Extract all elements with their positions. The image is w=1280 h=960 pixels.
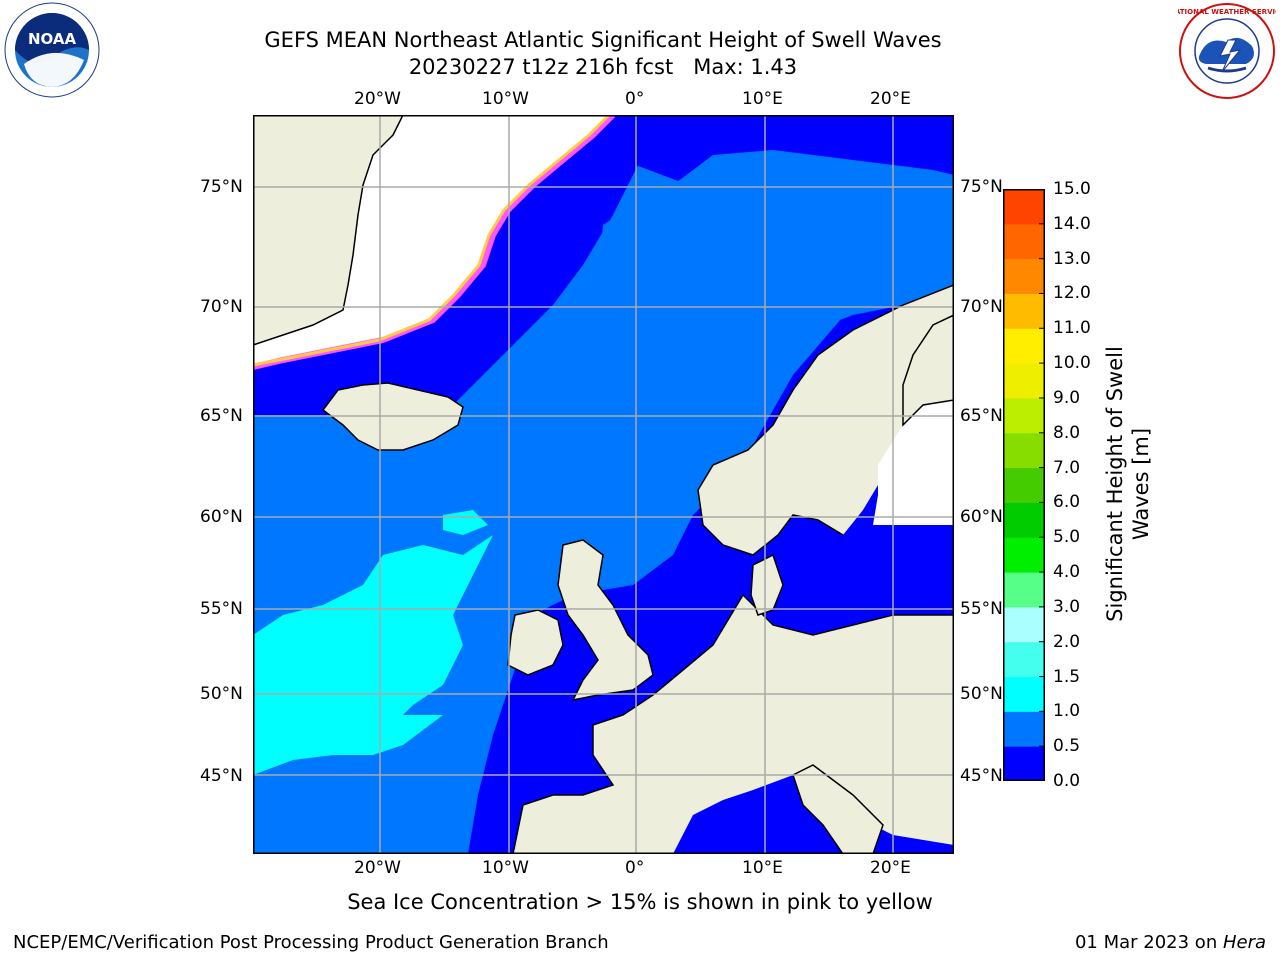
sea-high-zone xyxy=(253,535,493,775)
lat-label-right: 45°N xyxy=(960,766,1003,786)
footer-date: 01 Mar 2023 on xyxy=(1074,932,1223,953)
land-greenland xyxy=(252,114,405,347)
colorbar-title: Significant Height of Swell Waves [m] xyxy=(1102,324,1158,644)
lat-label-left: 50°N xyxy=(200,684,243,704)
colorbar-tick-label: 13.0 xyxy=(1053,248,1091,269)
land-finland xyxy=(902,313,955,427)
lat-label-right: 75°N xyxy=(960,177,1003,197)
colorbar-segment xyxy=(1003,467,1045,503)
colorbar-segment xyxy=(1003,676,1045,712)
colorbar-segment xyxy=(1003,606,1045,643)
lat-label-left: 60°N xyxy=(200,507,243,527)
colorbar-tick-label: 9.0 xyxy=(1053,387,1081,408)
sea-ice-edge-yellow xyxy=(252,113,611,367)
noaa-logo: NOAA xyxy=(4,2,100,98)
lon-label-bottom: 10°E xyxy=(742,858,783,878)
colorbar-svg xyxy=(1003,188,1045,782)
map-svg xyxy=(252,112,955,855)
colorbar-segment xyxy=(1003,641,1045,678)
colorbar-title-line1: Significant Height of Swell xyxy=(1103,346,1127,622)
lon-label-top: 0° xyxy=(625,89,645,109)
colorbar-tick-label: 15.0 xyxy=(1053,179,1091,199)
chart-subtitle: 20230227 t12z 216h fcst Max: 1.43 xyxy=(408,55,798,79)
lat-label-right: 70°N xyxy=(960,297,1003,317)
lon-label-top: 10°E xyxy=(742,89,783,109)
colorbar-tick-label: 10.0 xyxy=(1053,353,1091,374)
colorbar-segment xyxy=(1003,293,1045,329)
colorbar-tick-label: 2.0 xyxy=(1053,631,1081,652)
lat-label-right: 60°N xyxy=(960,507,1003,527)
footer-machine: Hera xyxy=(1222,932,1266,953)
sea-ice-note: Sea Ice Concentration > 15% is shown in … xyxy=(0,890,1280,914)
nws-logo-text: NATIONAL WEATHER SERVICE xyxy=(1178,8,1276,16)
lon-label-bottom: 0° xyxy=(625,858,645,878)
footer-right: 01 Mar 2023 on Hera xyxy=(1075,932,1266,953)
colorbar-segment xyxy=(1003,711,1045,747)
map-grid xyxy=(253,115,954,854)
lat-label-right: 55°N xyxy=(960,599,1003,619)
footer-left: NCEP/EMC/Verification Post Processing Pr… xyxy=(13,932,609,953)
lat-label-right: 50°N xyxy=(960,684,1003,704)
land-great-britain xyxy=(557,539,654,702)
colorbar-segment xyxy=(1003,363,1045,399)
land-ireland xyxy=(507,609,564,676)
chart-title: GEFS MEAN Northeast Atlantic Significant… xyxy=(264,28,942,52)
lon-label-bottom: 20°W xyxy=(354,858,401,878)
colorbar-segment xyxy=(1003,223,1045,260)
colorbar-tick-label: 0.0 xyxy=(1053,771,1081,791)
colorbar-labels: 15.0 14.0 13.0 12.0 11.0 10.0 9.0 8.0 7.0 6.0 5.0 4… xyxy=(1053,179,1113,791)
lon-label-bottom: 20°E xyxy=(870,858,911,878)
colorbar-tick-label: 0.5 xyxy=(1053,736,1081,757)
sea-ice-note-text: Sea Ice Concentration > 15% is shown in … xyxy=(347,890,933,914)
lon-label-top: 10°W xyxy=(482,89,529,109)
lon-label-top: 20°E xyxy=(870,89,911,109)
lat-label-left: 70°N xyxy=(200,297,243,317)
colorbar xyxy=(1003,188,1045,782)
lat-label-left: 55°N xyxy=(200,599,243,619)
lon-label-bottom: 10°W xyxy=(482,858,529,878)
colorbar-segment xyxy=(1003,502,1045,538)
colorbar-tick-label: 14.0 xyxy=(1053,213,1091,234)
land-denmark xyxy=(750,553,784,616)
map-panel xyxy=(252,112,955,855)
colorbar-tick-label: 1.0 xyxy=(1053,701,1081,722)
noaa-logo-text: NOAA xyxy=(28,30,77,48)
lat-label-left: 45°N xyxy=(200,766,243,786)
colorbar-frame xyxy=(1003,189,1045,781)
colorbar-tick-label: 11.0 xyxy=(1053,318,1091,339)
colorbar-tick-label: 12.0 xyxy=(1053,283,1091,304)
lat-label-left: 75°N xyxy=(200,177,243,197)
lon-label-top: 20°W xyxy=(354,89,401,109)
colorbar-segment xyxy=(1003,258,1045,294)
colorbar-segment xyxy=(1003,537,1045,573)
colorbar-tick-label: 7.0 xyxy=(1053,457,1081,478)
sea-mid-patch xyxy=(598,150,954,445)
colorbar-tick-label: 6.0 xyxy=(1053,492,1081,513)
colorbar-tick-label: 3.0 xyxy=(1053,596,1081,617)
colorbar-tick-label: 4.0 xyxy=(1053,562,1081,583)
colorbar-segment xyxy=(1003,432,1045,469)
colorbar-tick-label: 1.5 xyxy=(1053,666,1081,687)
colorbar-title-line2: Waves [m] xyxy=(1129,427,1153,541)
colorbar-segment xyxy=(1003,572,1045,608)
colorbar-segment xyxy=(1003,189,1045,225)
lat-label-right: 65°N xyxy=(960,406,1003,426)
colorbar-tick-label: 5.0 xyxy=(1053,527,1081,548)
colorbar-segment xyxy=(1003,746,1045,782)
colorbar-segment xyxy=(1003,397,1045,434)
nws-logo: NATIONAL WEATHER SERVICE xyxy=(1169,2,1280,100)
colorbar-segment xyxy=(1003,328,1045,364)
map-frame xyxy=(253,115,954,854)
colorbar-tick-label: 8.0 xyxy=(1053,422,1081,443)
lat-label-left: 65°N xyxy=(200,406,243,426)
